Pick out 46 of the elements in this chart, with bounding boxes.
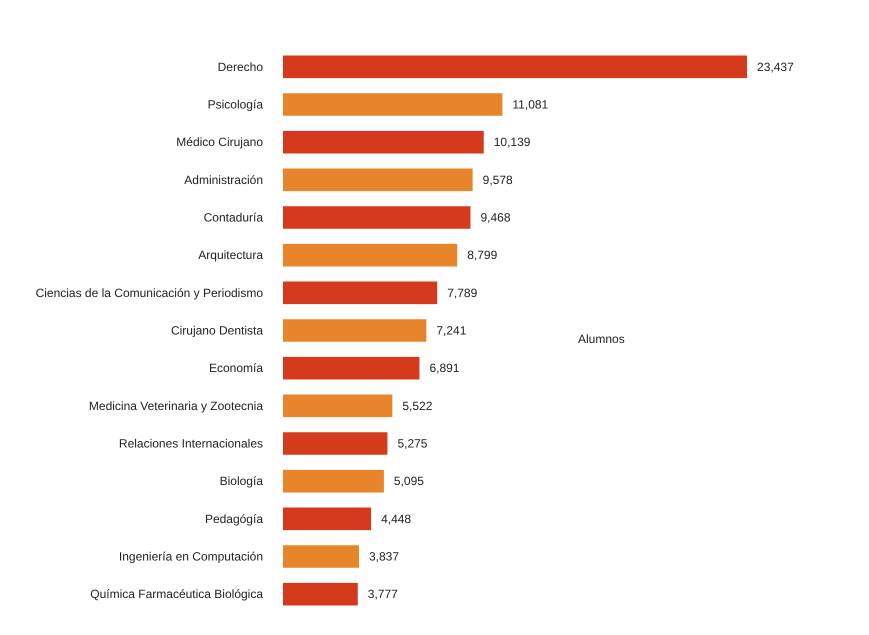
bar: [283, 244, 458, 266]
data-label: 7,789: [447, 286, 478, 300]
data-label: 3,837: [368, 550, 400, 564]
y-tick-label: Administración: [184, 172, 263, 187]
y-tick-label: Arquitectura: [198, 248, 264, 262]
data-label: 7,241: [436, 324, 467, 338]
data-label: 10,139: [494, 135, 531, 150]
bar: [283, 582, 358, 606]
data-label: 5,522: [402, 398, 433, 413]
bar: [283, 545, 359, 568]
y-tick-label: Química Farmacéutica Biológica: [90, 587, 264, 602]
data-label: 4,448: [381, 512, 412, 526]
y-tick-label: Cirujano Dentista: [170, 324, 264, 338]
y-tick-label: Pedagógía: [204, 512, 264, 526]
bar: [283, 394, 392, 418]
bar: [283, 56, 748, 78]
y-tick-label: Ingeniería en Computación: [118, 550, 263, 564]
data-label: 3,777: [368, 587, 398, 602]
bar: [283, 508, 372, 530]
data-label: 5,275: [397, 436, 428, 450]
bar: [283, 432, 388, 455]
data-label: 23,437: [757, 60, 794, 74]
y-tick-label: Biología: [220, 474, 264, 488]
data-label: 8,799: [467, 248, 498, 262]
y-tick-label: Contaduría: [204, 210, 264, 224]
y-tick-label: Relaciones Internacionales: [118, 436, 263, 450]
data-label: 5,095: [394, 474, 424, 488]
y-tick-label: Psicología: [208, 98, 264, 112]
bar: [283, 282, 438, 304]
data-label: 6,891: [429, 361, 460, 376]
y-tick-label: Medicina Veterinaria y Zootecnia: [88, 398, 264, 413]
y-tick-label: Médico Cirujano: [176, 135, 264, 150]
y-tick-label: Derecho: [218, 60, 264, 74]
y-tick-label: Ciencias de la Comunicación y Periodismo: [36, 286, 264, 300]
data-label: 9,578: [482, 172, 513, 187]
bar: [283, 470, 384, 492]
data-label: 11,081: [512, 98, 549, 112]
y-tick-label: Economía: [208, 361, 264, 376]
data-label: 9,468: [480, 210, 511, 224]
annotation: Alumnos: [578, 332, 625, 346]
bar: [283, 356, 420, 380]
bar: [283, 319, 426, 342]
bar: [283, 93, 502, 116]
bar: [283, 206, 470, 229]
bar: [283, 168, 473, 192]
bar: [283, 130, 484, 154]
